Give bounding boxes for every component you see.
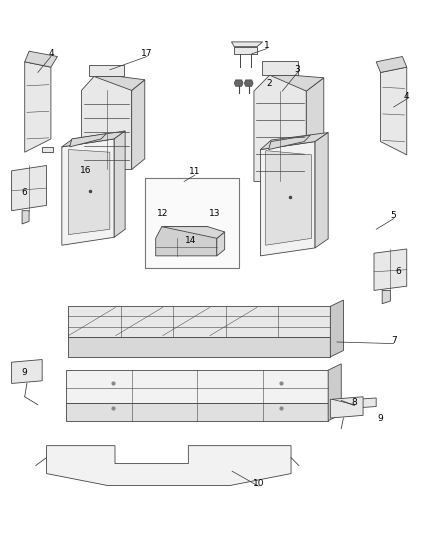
Polygon shape [114,131,125,237]
Polygon shape [81,76,132,169]
Polygon shape [266,151,311,245]
Text: 7: 7 [391,336,396,345]
Polygon shape [155,227,217,256]
Polygon shape [330,397,363,418]
Text: 8: 8 [351,398,357,407]
Polygon shape [68,150,110,235]
Polygon shape [244,80,253,86]
Polygon shape [374,249,407,290]
Polygon shape [12,360,42,383]
Polygon shape [328,364,341,421]
Polygon shape [381,67,407,155]
Text: 4: 4 [404,92,410,101]
Polygon shape [68,337,330,357]
Text: 17: 17 [141,50,153,58]
Polygon shape [46,446,291,486]
Text: 13: 13 [209,209,220,218]
Polygon shape [261,133,328,150]
Polygon shape [22,211,29,224]
Text: 11: 11 [189,167,201,176]
Polygon shape [68,306,330,337]
Polygon shape [42,147,53,152]
Polygon shape [66,403,328,421]
Text: 4: 4 [48,50,54,58]
Polygon shape [261,142,315,256]
Polygon shape [62,139,114,245]
Polygon shape [62,131,125,147]
Polygon shape [25,51,57,67]
Polygon shape [376,56,407,72]
Polygon shape [262,61,298,75]
Text: 2: 2 [266,78,272,87]
Text: 6: 6 [395,268,401,276]
Text: 16: 16 [80,166,92,175]
FancyBboxPatch shape [145,178,239,268]
Text: 10: 10 [253,479,264,488]
Text: 9: 9 [22,368,28,377]
Text: 5: 5 [391,212,396,221]
Polygon shape [234,47,257,54]
Text: 6: 6 [22,188,28,197]
Polygon shape [306,78,324,181]
Polygon shape [354,398,376,408]
Polygon shape [231,42,263,47]
Polygon shape [234,80,243,86]
Polygon shape [315,133,328,248]
Text: 3: 3 [295,66,300,74]
Polygon shape [70,134,106,147]
Polygon shape [382,290,390,304]
Polygon shape [94,76,145,91]
Text: 1: 1 [264,42,270,51]
Polygon shape [268,135,310,150]
Text: 14: 14 [185,237,196,246]
Polygon shape [254,75,306,181]
Polygon shape [89,65,124,76]
Polygon shape [270,75,324,91]
Polygon shape [132,80,145,169]
Polygon shape [12,165,46,211]
Polygon shape [66,370,328,403]
Polygon shape [162,227,225,238]
Polygon shape [217,232,225,256]
Polygon shape [330,300,343,357]
Text: 9: 9 [378,414,383,423]
Polygon shape [25,62,51,152]
Text: 12: 12 [156,209,168,218]
